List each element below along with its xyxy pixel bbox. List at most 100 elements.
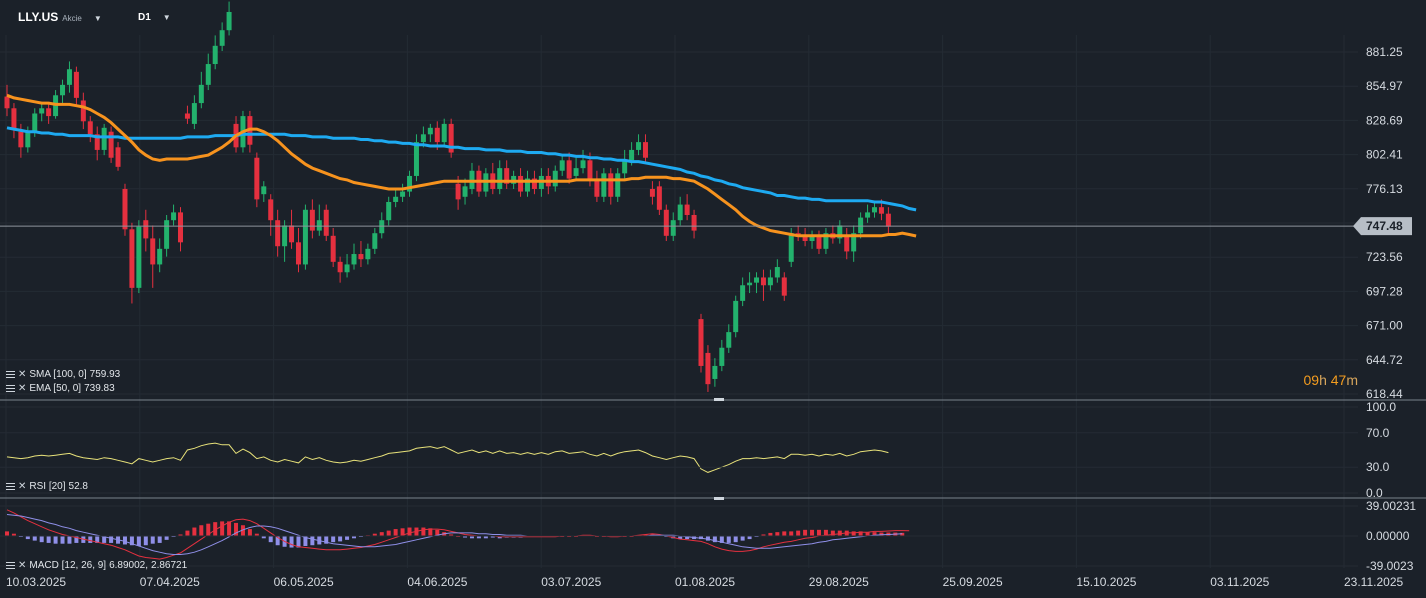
candle: [66, 69, 72, 85]
candle: [323, 209, 329, 236]
candle: [351, 254, 357, 265]
date-tick-label: 03.11.2025: [1210, 575, 1269, 589]
sma-line: [6, 126, 917, 212]
candle: [622, 160, 628, 174]
close-icon[interactable]: ✕: [18, 480, 27, 492]
candle: [837, 225, 843, 239]
candle: [649, 188, 655, 197]
rsi-tick-label: 70.0: [1366, 426, 1390, 440]
candle: [504, 168, 510, 184]
current-price-label: 747.48: [1366, 219, 1403, 233]
menu-icon[interactable]: [6, 483, 15, 490]
candle: [136, 226, 142, 288]
candle: [552, 170, 558, 187]
candle: [455, 183, 461, 200]
macd-bar: [428, 528, 433, 536]
close-icon[interactable]: ✕: [18, 368, 27, 380]
macd-bar: [254, 533, 259, 536]
date-tick-label: 15.10.2025: [1076, 575, 1136, 589]
candle: [337, 261, 343, 273]
macd-bar: [338, 536, 343, 542]
pane-resize-handle[interactable]: [714, 398, 724, 401]
symbol-selector[interactable]: LLY.US Akcie ▼: [18, 10, 102, 24]
candle: [705, 352, 711, 385]
macd-bar: [400, 528, 405, 536]
candle: [11, 108, 17, 130]
candle: [580, 160, 586, 169]
macd-bar: [469, 536, 474, 539]
macd-bar: [303, 536, 308, 546]
price-axis: 881.25 854.97 828.69 802.41 776.13 723.56 697.…: [1366, 45, 1403, 401]
close-icon[interactable]: ✕: [18, 382, 27, 394]
macd-bar: [74, 536, 79, 543]
chevron-down-icon: ▼: [93, 14, 102, 23]
candle: [400, 191, 406, 197]
candle: [851, 233, 857, 252]
candle: [413, 142, 419, 176]
candle: [268, 199, 274, 221]
price-tick-label: 644.72: [1366, 353, 1403, 367]
candle: [573, 168, 579, 176]
macd-bar: [240, 525, 245, 536]
menu-icon[interactable]: [6, 371, 15, 378]
candle: [518, 175, 524, 192]
macd-bar: [95, 536, 100, 543]
macd-bar: [747, 536, 752, 540]
candle: [719, 347, 725, 366]
candle: [441, 123, 447, 143]
macd-bar: [178, 534, 183, 536]
price-tick-label: 697.28: [1366, 284, 1403, 298]
macd-bar: [227, 521, 232, 536]
candle: [448, 123, 454, 153]
candle: [608, 173, 614, 197]
close-icon[interactable]: ✕: [18, 559, 27, 571]
rsi-tick-label: 30.0: [1366, 460, 1390, 474]
candle: [164, 220, 170, 249]
menu-icon[interactable]: [6, 562, 15, 569]
candle: [129, 229, 135, 288]
menu-icon[interactable]: [6, 385, 15, 392]
macd-bar: [483, 536, 488, 539]
sma-label: SMA [100, 0]: [29, 369, 87, 380]
rsi-tick-label: 0.0: [1366, 486, 1383, 500]
macd-bar: [199, 525, 204, 536]
macd-bar: [803, 529, 808, 536]
candle: [740, 285, 746, 301]
macd-bar: [816, 529, 821, 536]
candle: [754, 277, 760, 283]
macd-bar: [699, 536, 703, 540]
pane-resize-handle[interactable]: [714, 497, 724, 500]
candle: [858, 217, 864, 234]
timeframe-selector[interactable]: D1 ▼: [138, 12, 171, 23]
macd-bar: [789, 531, 794, 536]
macd-bar: [247, 529, 252, 536]
candle: [73, 71, 79, 98]
date-tick-label: 06.05.2025: [274, 575, 334, 589]
date-tick-label: 25.09.2025: [943, 575, 1003, 589]
price-tick-label: 881.25: [1366, 45, 1403, 59]
candle: [25, 131, 31, 148]
macd-bar: [476, 536, 481, 539]
price-tick-label: 723.56: [1366, 250, 1403, 264]
candle: [94, 134, 100, 150]
candle: [726, 332, 732, 348]
price-tick-label: 671.00: [1366, 319, 1403, 333]
macd-bar: [879, 532, 884, 536]
candle: [615, 173, 621, 197]
macd-bar: [275, 536, 280, 546]
candle: [330, 235, 336, 262]
macd-bar: [234, 522, 239, 536]
macd-signal-line: [6, 514, 903, 555]
macd-bar: [775, 532, 780, 536]
macd-bar: [796, 530, 801, 536]
rsi-label: RSI [20]: [29, 481, 66, 492]
candle: [157, 248, 163, 265]
macd-bar: [268, 536, 273, 543]
candle: [670, 220, 676, 236]
macd-bar: [39, 536, 44, 543]
current-price-tag: 747.48: [1353, 217, 1412, 236]
candle: [289, 225, 295, 243]
macd-bar: [449, 534, 454, 536]
candle: [4, 96, 10, 109]
